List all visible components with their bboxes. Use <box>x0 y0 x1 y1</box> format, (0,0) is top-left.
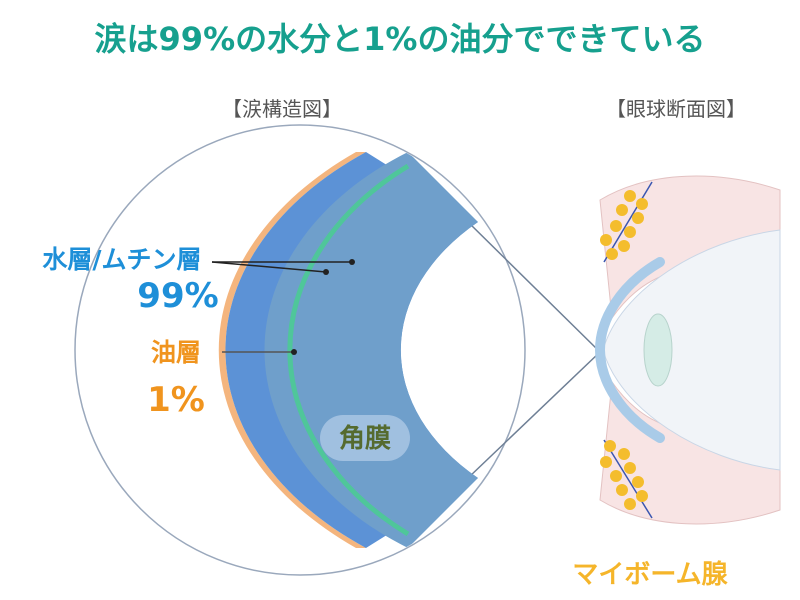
gland-dot <box>618 240 630 252</box>
water-layer-percent: 99% <box>137 276 218 316</box>
lower-meibomian-gland <box>600 439 653 519</box>
mucin-pointer-line <box>211 261 327 273</box>
cone-line-top <box>467 221 601 353</box>
mucin-pointer-dot <box>323 269 329 275</box>
gland-dot <box>624 190 636 202</box>
cornea-label: 角膜 <box>339 423 391 454</box>
gland-dot <box>632 476 644 488</box>
eye-cross-section <box>594 175 781 525</box>
upper-meibomian-gland <box>600 181 653 263</box>
gland-dot <box>618 448 630 460</box>
eye-cornea <box>594 257 665 443</box>
diagram-title: 涙は99%の水分と1%の油分でできている <box>95 20 706 58</box>
mucin-line <box>287 163 410 537</box>
gland-dot <box>604 440 616 452</box>
water-pointer-dot <box>349 259 355 265</box>
gland-dot <box>606 248 618 260</box>
lower-gland-duct <box>603 439 653 519</box>
eye-section-heading: 【眼球断面図】 <box>606 97 746 121</box>
gland-dot <box>624 226 636 238</box>
cornea-label-group: 角膜 <box>320 415 410 461</box>
water-layer-label: 水層/ムチン層 <box>42 245 201 274</box>
gland-dot <box>616 484 628 496</box>
gland-dot <box>610 220 622 232</box>
oil-layer-percent: 1% <box>147 380 205 420</box>
tear-layers <box>218 152 478 548</box>
gland-dot <box>632 212 644 224</box>
gland-dot <box>600 456 612 468</box>
gland-dot <box>636 198 648 210</box>
gland-dot <box>600 234 612 246</box>
cone-line-bottom <box>467 351 601 479</box>
eye-lens <box>643 313 673 387</box>
oil-layer-label: 油層 <box>151 338 201 367</box>
gland-dot <box>636 490 648 502</box>
oil-pointer-dot <box>291 349 297 355</box>
gland-dot <box>610 470 622 482</box>
cornea-label-bg <box>320 415 410 461</box>
tear-structure-heading: 【涙構造図】 <box>222 97 342 121</box>
gland-dot <box>624 498 636 510</box>
gland-dot <box>616 204 628 216</box>
gland-dot <box>624 462 636 474</box>
meibomian-gland-label: マイボーム腺 <box>572 560 728 590</box>
